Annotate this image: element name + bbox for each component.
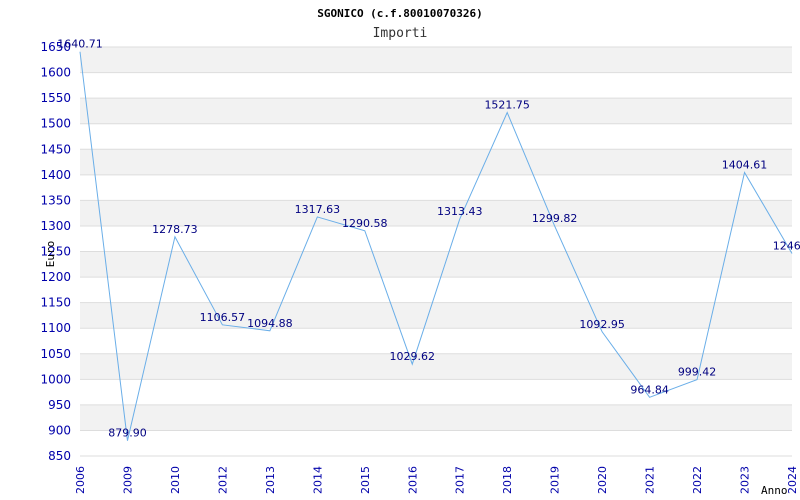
data-label: 1092.95: [579, 318, 625, 331]
data-label: 1106.57: [200, 311, 246, 324]
y-tick-label: 1200: [40, 270, 71, 284]
data-label: 879.90: [108, 427, 147, 440]
grid-band: [80, 98, 792, 124]
y-tick-label: 1250: [40, 245, 71, 259]
y-tick-label: 1350: [40, 193, 71, 207]
grid-band: [80, 47, 792, 73]
y-axis-ticks: 850 900 950 1000 1050 1100 1150 1200 1250 1300 135…: [40, 40, 71, 463]
data-labels: 1640.71 879.90 1278.73 1106.57 1094.88 1317.6…: [57, 38, 800, 440]
grid-band: [80, 404, 792, 431]
x-tick-label: 2019: [549, 466, 562, 494]
x-tick-label: 2020: [596, 466, 609, 494]
y-tick-label: 1050: [40, 347, 71, 361]
y-tick-label: 850: [48, 449, 71, 463]
x-axis-label: Anno: [761, 484, 788, 497]
data-label: 1404.61: [722, 158, 768, 171]
data-label: 1278.73: [152, 223, 198, 236]
y-tick-label: 1400: [40, 168, 71, 182]
y-axis-label: Euro: [44, 241, 57, 268]
x-tick-label: 2006: [74, 466, 87, 494]
data-label: 1521.75: [484, 99, 530, 112]
data-label: 1640.71: [57, 38, 103, 51]
y-tick-label: 1500: [40, 117, 71, 131]
grid-band: [80, 200, 792, 226]
data-label: 999.42: [678, 366, 717, 379]
series-polyline: [79, 51, 793, 441]
y-tick-label: 950: [48, 398, 71, 412]
grid-band: [80, 149, 792, 175]
y-tick-label: 1650: [40, 40, 71, 54]
data-label: 1317.63: [295, 203, 341, 216]
grid-lines: [80, 46, 792, 457]
data-label: 964.84: [630, 383, 669, 396]
x-tick-label: 2023: [739, 466, 752, 494]
grid-band: [80, 251, 792, 278]
y-tick-label: 900: [48, 423, 71, 437]
grid-band: [80, 302, 792, 329]
y-tick-label: 1300: [40, 219, 71, 233]
y-tick-label: 1000: [40, 372, 71, 386]
x-axis-ticks: 2006 2009 2010 2012 2013 2014 2015 2016 2017 2018…: [74, 466, 799, 494]
x-tick-label: 2009: [121, 466, 134, 494]
x-tick-label: 2022: [691, 466, 704, 494]
x-tick-label: 2016: [406, 466, 419, 494]
y-tick-label: 1100: [40, 321, 71, 335]
x-tick-label: 2013: [264, 466, 277, 494]
x-tick-label: 2024: [786, 466, 799, 494]
data-label: 1313.43: [437, 205, 483, 218]
data-label: 1246.0: [773, 240, 800, 253]
grid-band: [80, 353, 792, 380]
data-label: 1029.62: [390, 350, 436, 363]
series-line: [79, 51, 793, 441]
chart-subtitle: Importi: [373, 26, 428, 41]
x-tick-label: 2012: [216, 466, 229, 494]
x-tick-label: 2015: [359, 466, 372, 494]
y-tick-label: 1150: [40, 296, 71, 310]
x-tick-label: 2014: [311, 466, 324, 494]
data-label: 1290.58: [342, 217, 388, 230]
x-tick-label: 2021: [644, 466, 657, 494]
y-tick-label: 1550: [40, 91, 71, 105]
x-tick-label: 2017: [454, 466, 467, 494]
y-tick-label: 1450: [40, 142, 71, 156]
data-label: 1094.88: [247, 317, 293, 330]
chart-title: SGONICO (c.f.80010070326): [317, 7, 483, 20]
grid-bands: [80, 47, 792, 431]
x-tick-label: 2010: [169, 466, 182, 494]
data-label: 1299.82: [532, 212, 578, 225]
x-tick-label: 2018: [501, 466, 514, 494]
y-tick-label: 1600: [40, 66, 71, 80]
